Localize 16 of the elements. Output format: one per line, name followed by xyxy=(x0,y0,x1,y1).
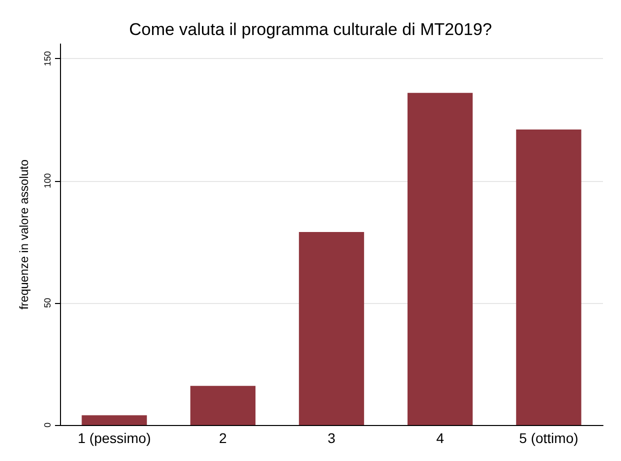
bar xyxy=(408,92,473,425)
bar xyxy=(190,386,256,425)
x-tick-label: 3 xyxy=(328,430,336,446)
y-tick-label: 50 xyxy=(42,298,52,308)
x-tick-label: 1 (pessimo) xyxy=(78,430,151,446)
bar xyxy=(516,129,582,425)
bar xyxy=(298,232,364,425)
x-tick-label: 4 xyxy=(436,430,444,446)
bar xyxy=(82,415,147,425)
x-tick-label: 2 xyxy=(219,430,227,446)
y-tick-label: 0 xyxy=(42,422,52,428)
y-tick-label: 100 xyxy=(42,173,52,188)
x-tick-label: 5 (ottimo) xyxy=(519,430,578,446)
y-axis-title: frequenze in valore assoluto xyxy=(17,159,31,310)
chart-title: Come valuta il programma culturale di MT2019? xyxy=(129,20,492,39)
y-tick-label: 150 xyxy=(42,51,52,66)
